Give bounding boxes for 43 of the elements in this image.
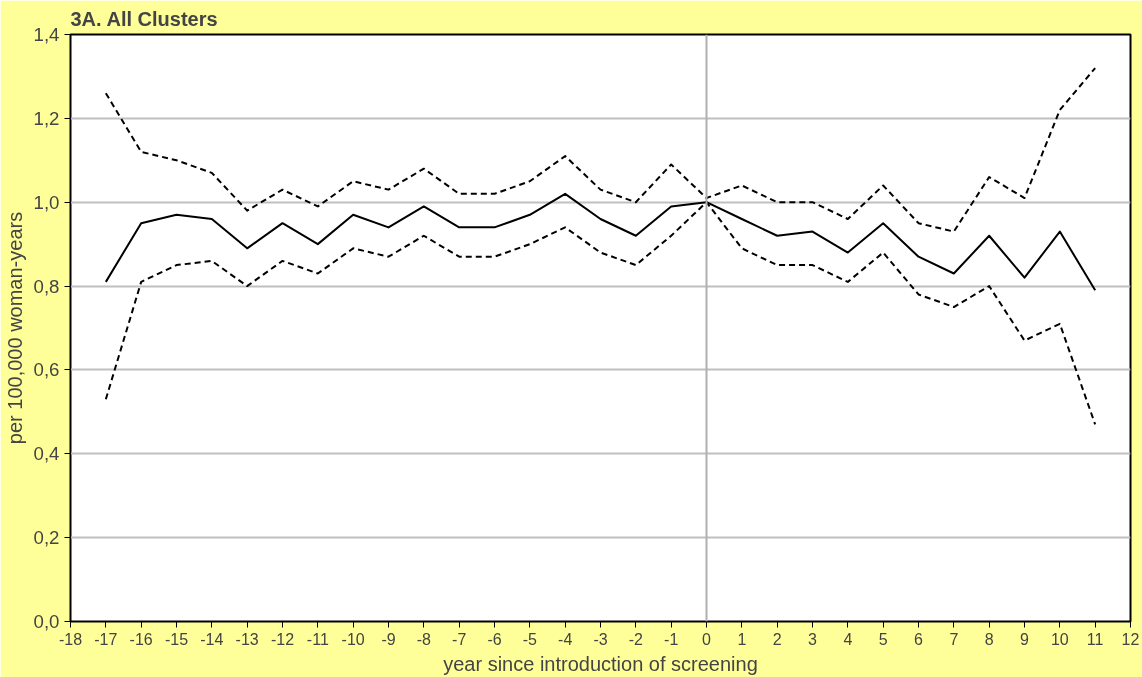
x-tick-label: 3 [808,630,818,648]
x-tick-label: 12 [1121,630,1140,648]
chart-title: 3A. All Clusters [70,7,218,30]
x-axis-title: year since introduction of screening [443,652,758,675]
x-tick-label: -6 [487,630,502,648]
x-tick-label: -9 [381,630,396,648]
y-tick-label: 0,0 [33,611,60,632]
x-tick-label: -3 [593,630,608,648]
x-tick-label: 5 [878,630,888,648]
x-tick-label: -11 [306,630,329,648]
x-tick-label: -7 [452,630,467,648]
x-tick-label: 7 [949,630,959,648]
x-tick-label: 10 [1050,630,1069,648]
y-tick-label: 0,2 [33,527,60,549]
x-tick-label: 8 [984,630,994,648]
x-tick-label: -16 [129,630,153,648]
x-tick-label: -14 [200,630,224,648]
x-tick-label: 2 [772,630,782,648]
y-tick-label: 1,4 [33,24,60,45]
y-tick-label: 1,2 [33,107,60,129]
x-tick-label: -18 [58,630,83,648]
y-tick-label: 0,6 [33,359,60,381]
x-tick-label: 6 [914,630,924,648]
x-tick-label: 0 [702,630,712,648]
x-tick-label: -8 [416,630,432,648]
y-tick-label: 0,4 [33,443,60,465]
x-tick-label: -5 [522,630,538,648]
x-tick-label: -2 [628,630,644,648]
x-tick-label: -12 [270,630,295,648]
x-tick-label: 11 [1086,630,1104,648]
x-tick-label: 4 [843,630,853,648]
x-tick-label: -17 [94,630,118,648]
x-tick-label: -13 [235,630,259,648]
x-tick-label: -10 [341,630,365,648]
x-tick-label: 9 [1020,630,1030,648]
x-tick-label: -1 [664,630,679,648]
y-tick-label: 0,8 [33,275,60,297]
x-tick-label: 1 [737,630,747,648]
y-tick-label: 1,0 [33,191,60,213]
y-axis-title: per 100,000 woman-years [3,211,26,445]
line-series [104,67,1097,233]
x-tick-label: -4 [558,630,573,648]
x-tick-label: -15 [164,630,189,648]
